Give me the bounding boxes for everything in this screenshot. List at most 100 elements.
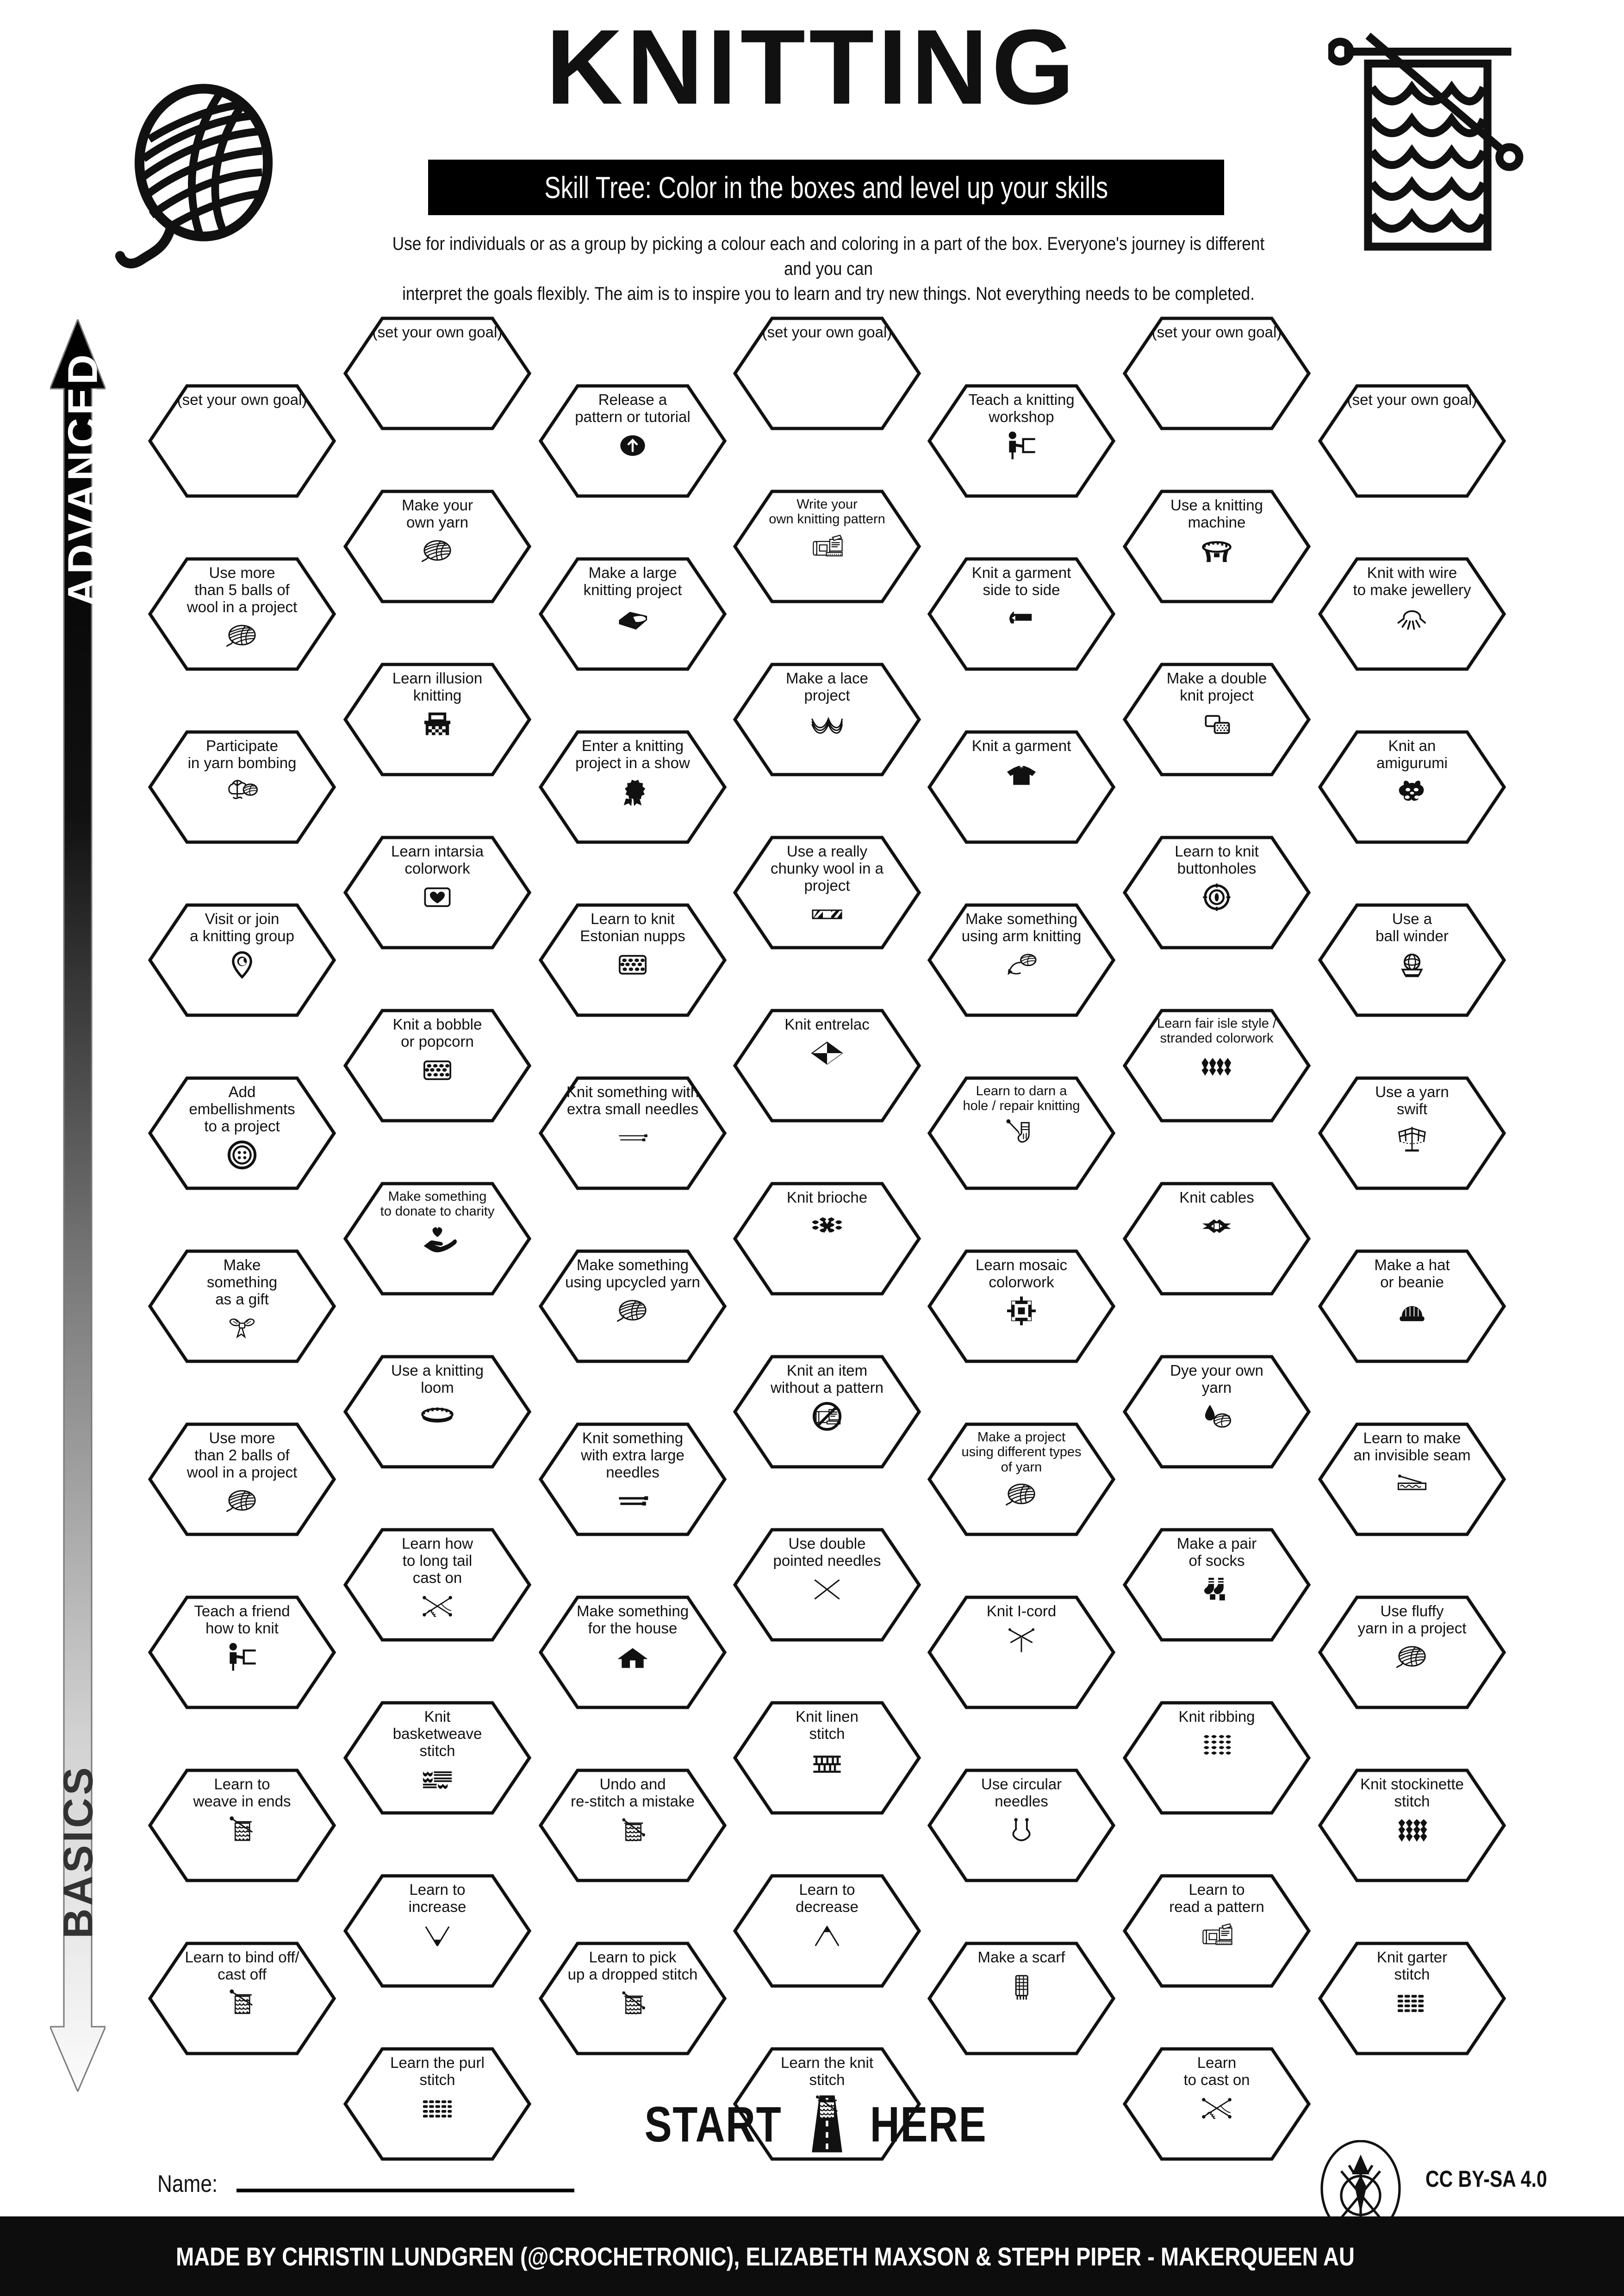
skill-hex-c3-r3[interactable]: Enter a knitting project in a show	[538, 729, 728, 845]
ball-winder-icon	[1393, 948, 1431, 982]
large-needles-icon	[613, 1484, 652, 1518]
skill-hex-c6-r1[interactable]: (set your own goal)	[1122, 316, 1312, 431]
skill-hex-c4-r7[interactable]: Knit an item without a pattern	[732, 1354, 922, 1470]
skill-hex-c4-r6[interactable]: Knit brioche	[732, 1181, 922, 1297]
skill-hex-c2-r10[interactable]: Learn to increase	[342, 1873, 532, 1989]
skill-hex-c6-r4[interactable]: Learn to knit buttonholes	[1122, 835, 1312, 950]
small-needles-icon	[613, 1121, 652, 1155]
skill-hex-c6-r9[interactable]: Knit ribbing	[1122, 1700, 1312, 1816]
brioche-icon	[808, 1209, 846, 1243]
skill-hex-c1-r5[interactable]: Add embellishments to a project	[147, 1075, 337, 1191]
skill-hex-c7-r4[interactable]: Use a ball winder	[1317, 902, 1507, 1018]
skill-hex-c3-r5[interactable]: Knit something with extra small needles	[538, 1075, 728, 1191]
skill-hex-c7-r1[interactable]: (set your own goal)	[1317, 383, 1507, 499]
skill-hex-c6-r10[interactable]: Learn to read a pattern	[1122, 1873, 1312, 1989]
crossed-needles-icon	[1197, 2091, 1236, 2126]
skill-hex-c5-r7[interactable]: Make a project using different types of ya…	[927, 1421, 1116, 1537]
skill-hex-c7-r2[interactable]: Knit with wire to make jewellery	[1317, 556, 1507, 672]
skill-hex-c2-r4[interactable]: Learn intarsia colorwork	[342, 835, 532, 950]
skill-hex-c5-r4[interactable]: Make something using arm knitting	[927, 902, 1116, 1018]
pattern-draft-icon	[808, 530, 846, 564]
skill-label: Learn illusion knitting	[392, 670, 483, 704]
skill-hex-c3-r7[interactable]: Knit something with extra large needles	[538, 1421, 728, 1537]
skill-hex-c3-r4[interactable]: Learn to knit Estonian nupps	[538, 902, 728, 1018]
skill-hex-c2-r9[interactable]: Knit basketweave stitch	[342, 1700, 532, 1816]
skill-hex-c4-r4[interactable]: Use a really chunky wool in a project	[732, 835, 922, 950]
skill-label: Knit something with extra large needles	[581, 1429, 684, 1481]
skill-hex-c6-r2[interactable]: Use a knitting machine	[1122, 489, 1312, 604]
skill-hex-c5-r5[interactable]: Learn to darn a hole / repair knitting	[927, 1075, 1116, 1191]
skill-hex-c2-r3[interactable]: Learn illusion knitting	[342, 662, 532, 777]
skill-hex-c5-r6[interactable]: Learn mosaic colorwork	[927, 1248, 1116, 1364]
skill-hex-c3-r10[interactable]: Learn to pick up a dropped stitch	[538, 1941, 728, 2056]
skill-hex-c2-r5[interactable]: Knit a bobble or popcorn	[342, 1008, 532, 1123]
skill-hex-c3-r1[interactable]: Release a pattern or tutorial	[538, 383, 728, 499]
skill-hex-c3-r9[interactable]: Undo and re-stitch a mistake	[538, 1768, 728, 1883]
skill-hex-c1-r10[interactable]: Learn to bind off/cast off	[147, 1941, 337, 2056]
skill-hex-c4-r1[interactable]: (set your own goal)	[732, 316, 922, 431]
skill-hex-c4-r3[interactable]: Make a lace project	[732, 662, 922, 777]
skill-hex-c6-r3[interactable]: Make a double knit project	[1122, 662, 1312, 777]
skill-hex-c1-r4[interactable]: Visit or join a knitting group	[147, 902, 337, 1018]
skill-hex-c7-r5[interactable]: Use a yarn swift	[1317, 1075, 1507, 1191]
skill-hex-c3-r2[interactable]: Make a large knitting project	[538, 556, 728, 672]
skill-hex-c7-r10[interactable]: Knit garter stitch	[1317, 1941, 1507, 2056]
skill-hex-c5-r3[interactable]: Knit a garment	[927, 729, 1116, 845]
skill-hex-c7-r8[interactable]: Use fluffy yarn in a project	[1317, 1595, 1507, 1710]
hex-outline	[1318, 903, 1506, 1017]
intro-blurb: Use for individuals or as a group by pic…	[324, 231, 1333, 306]
name-input-rule[interactable]	[236, 2189, 575, 2192]
purl-swatch-icon	[418, 2091, 457, 2126]
footer-credit: MADE BY CHRISTIN LUNDGREN (@CROCHETRONIC…	[176, 2241, 1355, 2271]
skill-hex-c2-r8[interactable]: Learn how to long tail cast on	[342, 1527, 532, 1643]
skill-hex-c5-r8[interactable]: Knit I-cord	[927, 1595, 1116, 1710]
skill-label: Learn the knit stitch	[781, 2054, 873, 2088]
skill-hex-c4-r10[interactable]: Learn to decrease	[732, 1873, 922, 1989]
skill-hex-c1-r2[interactable]: Use more than 5 balls of wool in a project	[147, 556, 337, 672]
hex-outline	[1318, 384, 1506, 498]
skill-hex-c7-r6[interactable]: Make a hat or beanie	[1317, 1248, 1507, 1364]
skill-hex-c2-r2[interactable]: Make your own yarn	[342, 489, 532, 604]
skill-hex-c6-r11[interactable]: Learn to cast on	[1122, 2046, 1312, 2162]
beanie-icon	[1393, 1294, 1431, 1328]
garter-icon	[1393, 1986, 1431, 2020]
skill-hex-c6-r7[interactable]: Dye your own yarn	[1122, 1354, 1312, 1470]
skill-hex-c5-r1[interactable]: Teach a knitting workshop	[927, 383, 1116, 499]
skill-hex-c1-r3[interactable]: Participate in yarn bombing	[147, 729, 337, 845]
skill-hex-c1-r1[interactable]: (set your own goal)	[147, 383, 337, 499]
skill-hex-c3-r8[interactable]: Make something for the house	[538, 1595, 728, 1710]
skill-hex-c1-r8[interactable]: Teach a friend how to knit	[147, 1595, 337, 1710]
skill-label: Enter a knitting project in a show	[575, 737, 690, 771]
skill-hex-c2-r11[interactable]: Learn the purl stitch	[342, 2046, 532, 2162]
skill-hex-c2-r7[interactable]: Use a knitting loom	[342, 1354, 532, 1470]
skill-hex-c1-r9[interactable]: Learn to weave in ends	[147, 1768, 337, 1883]
skill-hex-c4-r9[interactable]: Knit linen stitch	[732, 1700, 922, 1816]
skill-hex-c5-r10[interactable]: Make a scarf	[927, 1941, 1116, 2056]
skill-hex-c5-r9[interactable]: Use circular needles	[927, 1768, 1116, 1883]
skill-hex-c5-r2[interactable]: Knit a garment side to side	[927, 556, 1116, 672]
skill-hex-c1-r7[interactable]: Use more than 2 balls of wool in a project	[147, 1421, 337, 1537]
skill-hex-c4-r5[interactable]: Knit entrelac	[732, 1008, 922, 1123]
hex-outline	[1318, 1942, 1506, 2055]
skill-label: Knit an amigurumi	[1376, 737, 1448, 771]
skill-hex-c7-r3[interactable]: Knit an amigurumi	[1317, 729, 1507, 845]
skill-hex-c7-r9[interactable]: Knit stockinette stitch	[1317, 1768, 1507, 1883]
skill-hex-c3-r6[interactable]: Make something using upcycled yarn	[538, 1248, 728, 1364]
skill-label: Make a lace project	[786, 670, 868, 704]
name-field[interactable]: Name:	[157, 2170, 575, 2198]
hex-outline	[343, 1874, 532, 1988]
skill-hex-c6-r6[interactable]: Knit cables	[1122, 1181, 1312, 1297]
crossed-needles-icon	[418, 1589, 457, 1624]
skill-hex-c7-r7[interactable]: Learn to make an invisible seam	[1317, 1421, 1507, 1537]
skill-hex-c4-r11[interactable]: Learn the knit stitch	[732, 2046, 922, 2162]
fairisle-icon	[1197, 1049, 1236, 1083]
skill-hex-c4-r8[interactable]: Use double pointed needles	[732, 1527, 922, 1643]
skill-hex-c4-r2[interactable]: Write your own knitting pattern	[732, 489, 922, 604]
circular-needles-icon	[1002, 1813, 1041, 1847]
skill-hex-c2-r6[interactable]: Make something to donate to charity	[342, 1181, 532, 1297]
skill-hex-c6-r8[interactable]: Make a pair of socks	[1122, 1527, 1312, 1643]
skill-hex-c6-r5[interactable]: Learn fair isle style / stranded colorwor…	[1122, 1008, 1312, 1123]
skill-hex-c2-r1[interactable]: (set your own goal)	[342, 316, 532, 431]
skill-hex-c1-r6[interactable]: Make something as a gift	[147, 1248, 337, 1364]
